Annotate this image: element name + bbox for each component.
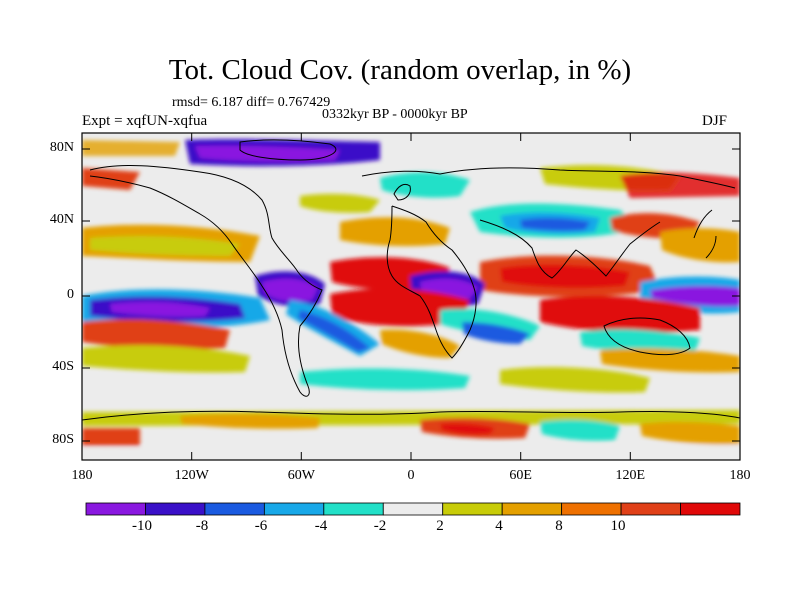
- colorbar-swatch: [85, 502, 146, 516]
- colorbar-label: 8: [555, 518, 563, 534]
- colorbar-label: 2: [436, 518, 444, 534]
- coastlines: [81, 139, 741, 421]
- lat-label-0: 0: [67, 287, 74, 302]
- colorbar-label: -4: [314, 518, 328, 534]
- colorbar-swatch: [620, 502, 681, 516]
- colorbar-swatch: [323, 502, 384, 516]
- colorbar-swatch: [561, 502, 622, 516]
- lon-label-180e: 180: [729, 468, 751, 483]
- stats-label: rmsd= 6.187 diff= 0.767429: [172, 95, 331, 110]
- colorbar-label: -10: [132, 518, 152, 534]
- season-label: DJF: [702, 113, 728, 129]
- colorbar: [85, 502, 741, 516]
- colorbar-swatch: [501, 502, 563, 516]
- lon-label-60e: 60E: [509, 468, 532, 483]
- lat-label-80n: 80N: [49, 140, 74, 155]
- lon-label-120w: 120W: [174, 468, 209, 483]
- colorbar-swatch: [680, 502, 741, 516]
- lon-tick-marks: [81, 133, 741, 460]
- experiment-label: Expt = xqfUN-xqfua: [82, 113, 208, 129]
- lon-label-180w: 180: [71, 468, 93, 483]
- colorbar-swatch: [145, 502, 206, 516]
- map-title: Tot. Cloud Cov. (random overlap, in %): [168, 54, 632, 86]
- colorbar-label: -2: [373, 518, 387, 534]
- colorbar-swatch: [204, 502, 265, 516]
- lon-label-60w: 60W: [287, 468, 315, 483]
- colorbar-label: 4: [495, 518, 503, 534]
- colorbar-swatch: [382, 502, 444, 516]
- period-label: 0332kyr BP - 0000kyr BP: [322, 107, 468, 122]
- lat-label-40n: 40N: [49, 212, 74, 227]
- lat-label-40s: 40S: [52, 359, 74, 374]
- colorbar-label: -6: [254, 518, 268, 534]
- lat-label-80s: 80S: [52, 432, 74, 447]
- colorbar-label: -8: [195, 518, 209, 534]
- lat-tick-marks: [82, 148, 740, 442]
- colorbar-label: 10: [610, 518, 626, 534]
- lon-label-120e: 120E: [615, 468, 646, 483]
- lon-label-0: 0: [407, 468, 415, 483]
- colorbar-swatch: [442, 502, 503, 516]
- cloud-anomaly-field: [82, 139, 740, 460]
- colorbar-swatch: [263, 502, 325, 516]
